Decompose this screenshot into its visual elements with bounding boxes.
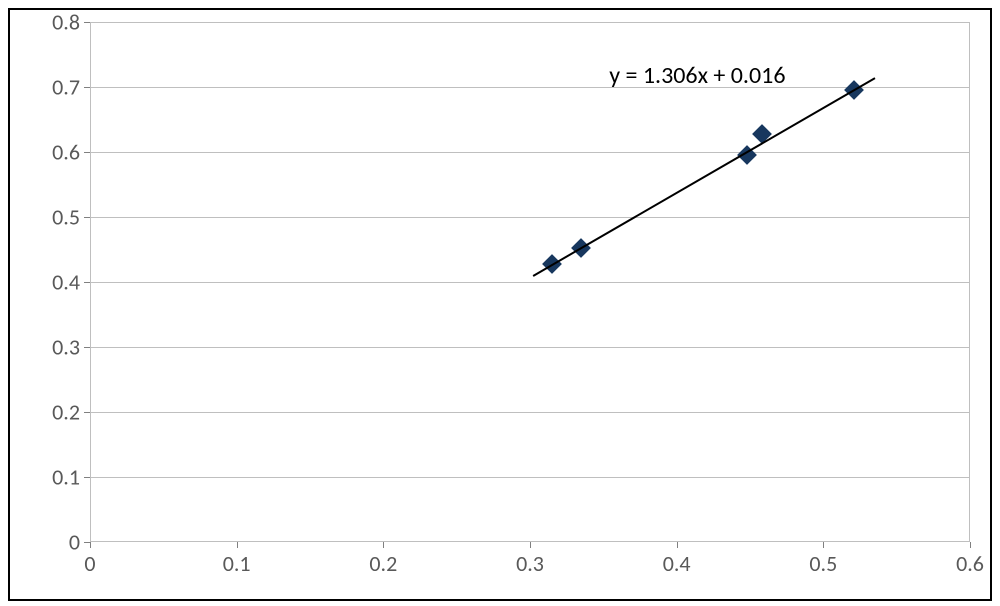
x-tick-label: 0.4 xyxy=(647,550,707,577)
gridline-h xyxy=(90,217,970,218)
y-tick-mark xyxy=(84,217,90,218)
gridline-h xyxy=(90,347,970,348)
x-tick-mark xyxy=(677,542,678,548)
y-tick-label: 0.6 xyxy=(30,139,80,166)
gridline-h xyxy=(90,87,970,88)
x-tick-mark xyxy=(823,542,824,548)
gridline-h xyxy=(90,282,970,283)
gridline-h xyxy=(90,477,970,478)
x-tick-label: 0.3 xyxy=(500,550,560,577)
trendline-equation: y = 1.306x + 0.016 xyxy=(609,61,785,90)
y-tick-mark xyxy=(84,152,90,153)
y-tick-mark xyxy=(84,282,90,283)
y-tick-mark xyxy=(84,22,90,23)
x-tick-mark xyxy=(90,542,91,548)
y-tick-label: 0.2 xyxy=(30,399,80,426)
x-tick-mark xyxy=(530,542,531,548)
y-tick-label: 0.5 xyxy=(30,204,80,231)
y-tick-label: 0.7 xyxy=(30,74,80,101)
gridline-h xyxy=(90,152,970,153)
x-tick-mark xyxy=(237,542,238,548)
y-tick-label: 0.3 xyxy=(30,334,80,361)
y-tick-label: 0.8 xyxy=(30,9,80,36)
y-tick-label: 0.1 xyxy=(30,464,80,491)
gridline-h xyxy=(90,412,970,413)
y-tick-mark xyxy=(84,412,90,413)
x-tick-label: 0.5 xyxy=(793,550,853,577)
x-tick-label: 0.2 xyxy=(353,550,413,577)
y-tick-label: 0.4 xyxy=(30,269,80,296)
x-tick-label: 0.6 xyxy=(940,550,1000,577)
y-tick-mark xyxy=(84,477,90,478)
y-tick-mark xyxy=(84,87,90,88)
x-tick-label: 0 xyxy=(60,550,120,577)
x-tick-label: 0.1 xyxy=(207,550,267,577)
x-tick-mark xyxy=(383,542,384,548)
y-tick-mark xyxy=(84,347,90,348)
x-tick-mark xyxy=(970,542,971,548)
